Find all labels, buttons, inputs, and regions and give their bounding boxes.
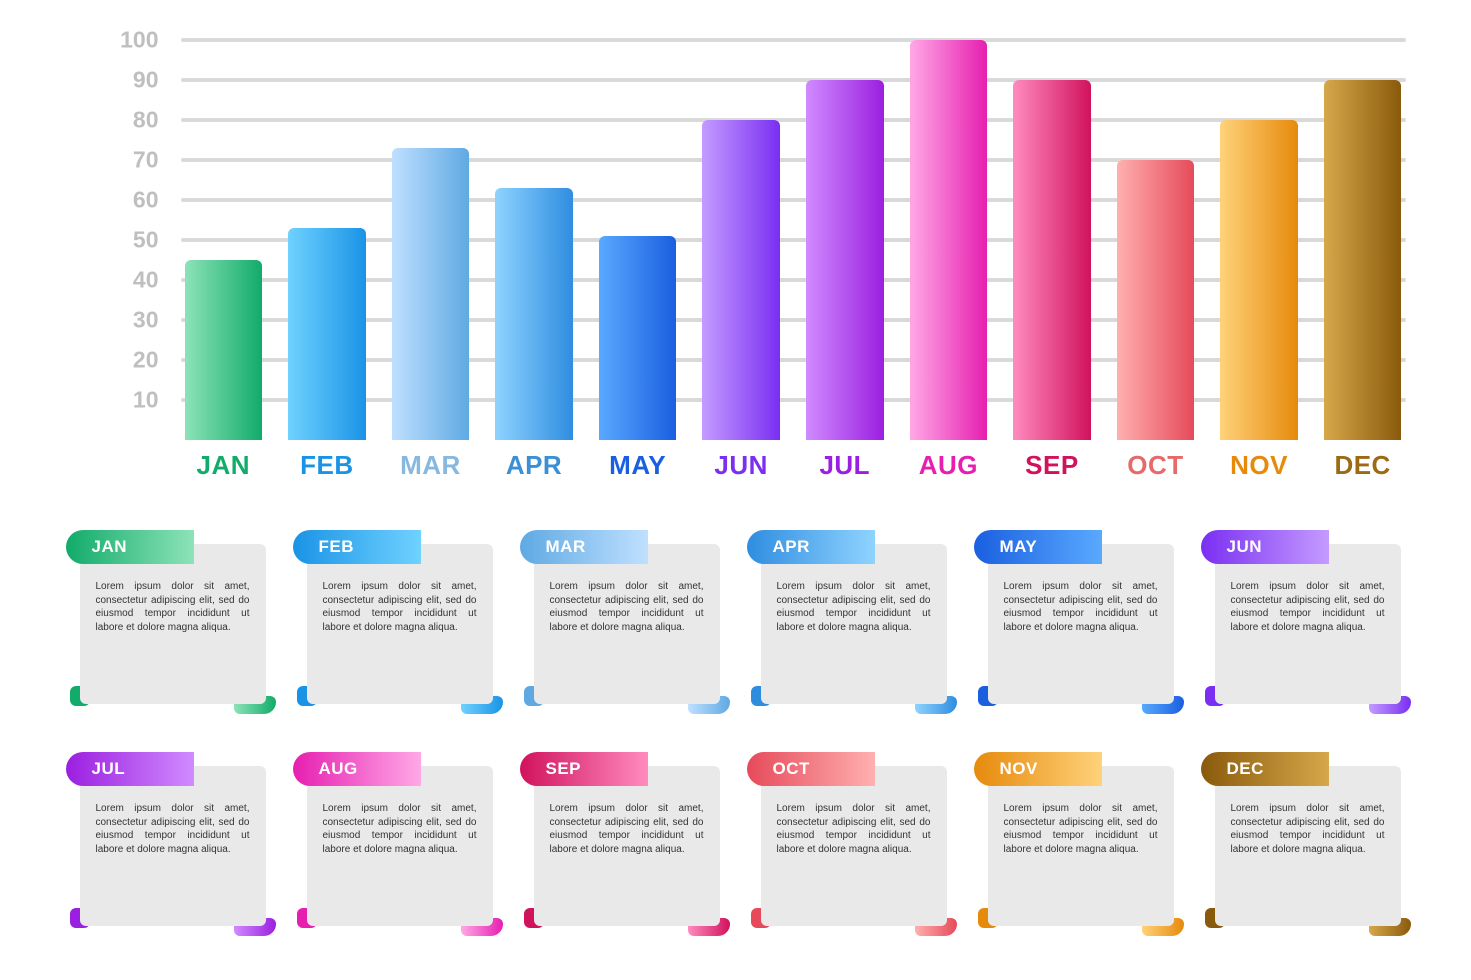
month-card-oct: Lorem ipsum dolor sit amet, consectetur … [747,752,952,942]
card-tab-label: APR [773,537,810,557]
card-tab-label: JUN [1227,537,1263,557]
month-card-sep: Lorem ipsum dolor sit amet, consectetur … [520,752,725,942]
x-label-jul: JUL [806,444,884,481]
y-tick-label: 70 [133,147,159,174]
bar-nov [1220,120,1298,440]
month-card-feb: Lorem ipsum dolor sit amet, consectetur … [293,530,498,720]
y-tick-label: 60 [133,187,159,214]
y-tick-label: 30 [133,307,159,334]
y-tick-label: 50 [133,227,159,254]
bar-jul [806,80,884,440]
x-label-mar: MAR [392,444,470,481]
bar-may [599,236,677,440]
card-tab: JUL [66,752,194,786]
card-tab-label: MAR [546,537,586,557]
bar-sep [1013,80,1091,440]
x-label-dec: DEC [1324,444,1402,481]
x-label-nov: NOV [1220,444,1298,481]
card-tab: JUN [1201,530,1329,564]
card-tab-label: FEB [319,537,355,557]
x-label-oct: OCT [1117,444,1195,481]
card-tab: OCT [747,752,875,786]
x-label-jun: JUN [702,444,780,481]
y-tick-label: 90 [133,67,159,94]
month-card-nov: Lorem ipsum dolor sit amet, consectetur … [974,752,1179,942]
card-body: Lorem ipsum dolor sit amet, consectetur … [988,544,1174,704]
card-tab: MAY [974,530,1102,564]
x-label-aug: AUG [910,444,988,481]
card-tab: FEB [293,530,421,564]
bar-mar [392,148,470,440]
bar-oct [1117,160,1195,440]
y-tick-label: 40 [133,267,159,294]
card-body: Lorem ipsum dolor sit amet, consectetur … [761,766,947,926]
card-tab-label: JAN [92,537,128,557]
card-tab: MAR [520,530,648,564]
card-body: Lorem ipsum dolor sit amet, consectetur … [1215,766,1401,926]
card-body: Lorem ipsum dolor sit amet, consectetur … [1215,544,1401,704]
card-tab: DEC [1201,752,1329,786]
card-body: Lorem ipsum dolor sit amet, consectetur … [307,544,493,704]
month-card-may: Lorem ipsum dolor sit amet, consectetur … [974,530,1179,720]
y-tick-label: 80 [133,107,159,134]
x-label-apr: APR [495,444,573,481]
card-tab-label: SEP [546,759,582,779]
card-tab-label: MAY [1000,537,1038,557]
card-body: Lorem ipsum dolor sit amet, consectetur … [761,544,947,704]
month-card-mar: Lorem ipsum dolor sit amet, consectetur … [520,530,725,720]
card-tab: AUG [293,752,421,786]
card-tab-label: JUL [92,759,126,779]
card-body: Lorem ipsum dolor sit amet, consectetur … [80,766,266,926]
month-card-apr: Lorem ipsum dolor sit amet, consectetur … [747,530,952,720]
x-axis-labels: JAN FEB MAR APR MAY JUN JUL AUG SEP OCT NOV DEC [181,444,1406,481]
card-body: Lorem ipsum dolor sit amet, consectetur … [307,766,493,926]
month-card-jun: Lorem ipsum dolor sit amet, consectetur … [1201,530,1406,720]
month-card-aug: Lorem ipsum dolor sit amet, consectetur … [293,752,498,942]
x-label-may: MAY [599,444,677,481]
bars-container [181,40,1406,440]
bar-dec [1324,80,1402,440]
card-tab: NOV [974,752,1102,786]
bar-jan [185,260,263,440]
card-tab: JAN [66,530,194,564]
card-tab: SEP [520,752,648,786]
card-body: Lorem ipsum dolor sit amet, consectetur … [534,544,720,704]
x-label-sep: SEP [1013,444,1091,481]
card-tab-label: OCT [773,759,810,779]
x-label-jan: JAN [185,444,263,481]
card-body: Lorem ipsum dolor sit amet, consectetur … [80,544,266,704]
bar-aug [910,40,988,440]
card-body: Lorem ipsum dolor sit amet, consectetur … [988,766,1174,926]
card-tab-label: NOV [1000,759,1038,779]
card-tab-label: DEC [1227,759,1264,779]
card-body: Lorem ipsum dolor sit amet, consectetur … [534,766,720,926]
bar-apr [495,188,573,440]
card-tab: APR [747,530,875,564]
chart-plot-area [181,40,1406,440]
x-label-feb: FEB [288,444,366,481]
bar-feb [288,228,366,440]
y-tick-label: 10 [133,387,159,414]
y-axis: 102030405060708090100 [66,40,171,440]
month-card-dec: Lorem ipsum dolor sit amet, consectetur … [1201,752,1406,942]
monthly-bar-chart: 102030405060708090100 JANFEBMARAPRMAYJUN… [66,40,1406,480]
month-cards-grid: Lorem ipsum dolor sit amet, consectetur … [66,530,1406,942]
card-tab-label: AUG [319,759,358,779]
month-card-jan: Lorem ipsum dolor sit amet, consectetur … [66,530,271,720]
bar-jun [702,120,780,440]
y-tick-label: 20 [133,347,159,374]
month-card-jul: Lorem ipsum dolor sit amet, consectetur … [66,752,271,942]
y-tick-label: 100 [120,27,158,54]
